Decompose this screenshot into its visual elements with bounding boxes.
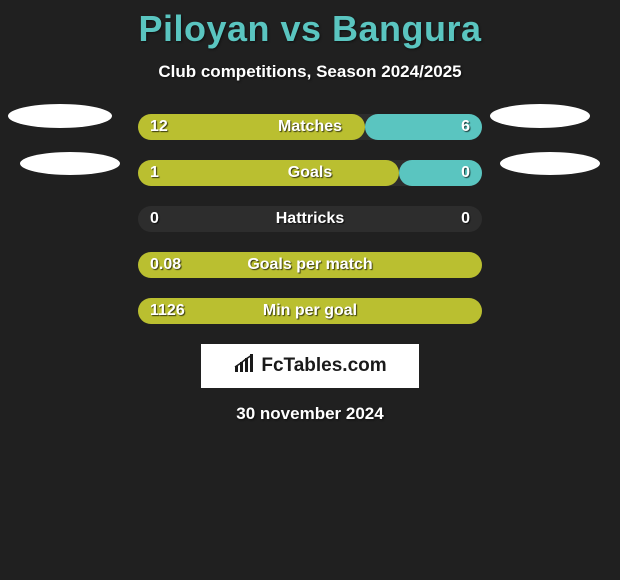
stat-left-value: 0.08 — [150, 252, 181, 278]
player-left-avatar — [8, 104, 112, 128]
stat-row: 10Goals — [0, 160, 620, 186]
card-title: Piloyan vs Bangura — [0, 8, 620, 50]
logo-text: FcTables.com — [261, 355, 386, 377]
bar-background — [138, 206, 482, 232]
bar-left-fill — [138, 160, 399, 186]
comparison-card: Piloyan vs Bangura Club competitions, Se… — [0, 0, 620, 424]
stat-row: 126Matches — [0, 114, 620, 140]
stat-left-value: 0 — [150, 206, 159, 232]
stat-bar: 10Goals — [138, 160, 482, 186]
bar-left-fill — [138, 114, 365, 140]
stat-right-value: 0 — [461, 206, 470, 232]
stat-right-value: 6 — [461, 114, 470, 140]
player-left-avatar — [20, 152, 120, 175]
stat-left-value: 1 — [150, 160, 159, 186]
stat-bar: 0.08Goals per match — [138, 252, 482, 278]
stat-row: 0.08Goals per match — [0, 252, 620, 278]
card-date: 30 november 2024 — [0, 404, 620, 424]
bar-chart-icon — [233, 354, 257, 379]
stat-bar: 1126Min per goal — [138, 298, 482, 324]
stat-rows: 126Matches10Goals00Hattricks0.08Goals pe… — [0, 114, 620, 324]
stat-left-value: 12 — [150, 114, 168, 140]
stat-left-value: 1126 — [150, 298, 185, 324]
stat-bar: 126Matches — [138, 114, 482, 140]
source-logo: FcTables.com — [201, 344, 419, 388]
bar-left-fill — [138, 252, 482, 278]
stat-bar: 00Hattricks — [138, 206, 482, 232]
stat-row: 1126Min per goal — [0, 298, 620, 324]
card-subtitle: Club competitions, Season 2024/2025 — [0, 62, 620, 82]
bar-left-fill — [138, 298, 482, 324]
player-right-avatar — [500, 152, 600, 175]
stat-row: 00Hattricks — [0, 206, 620, 232]
player-right-avatar — [490, 104, 590, 128]
stat-right-value: 0 — [461, 160, 470, 186]
